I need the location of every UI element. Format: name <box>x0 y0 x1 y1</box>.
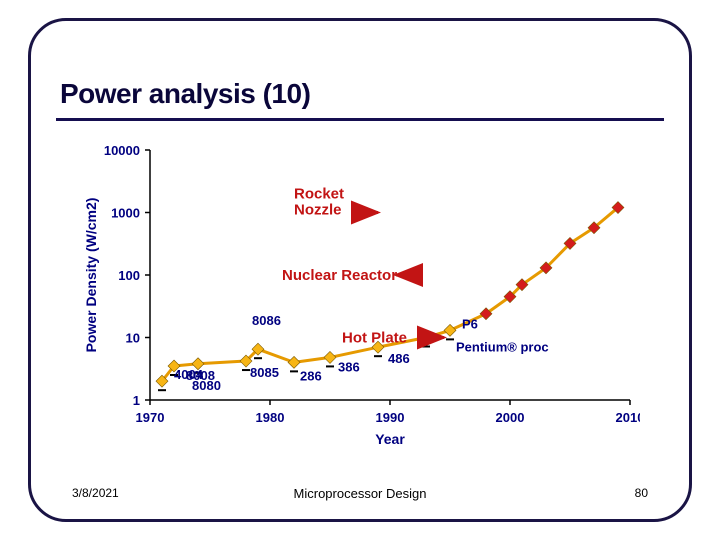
svg-text:2010: 2010 <box>616 410 640 425</box>
svg-text:8080: 8080 <box>192 378 221 393</box>
footer-title: Microprocessor Design <box>0 486 720 501</box>
svg-text:100: 100 <box>118 268 140 283</box>
svg-text:8085: 8085 <box>250 365 279 380</box>
title-underline <box>56 118 664 121</box>
svg-text:10: 10 <box>126 331 140 346</box>
slide-title: Power analysis (10) <box>60 78 310 110</box>
svg-text:1000: 1000 <box>111 206 140 221</box>
svg-text:2000: 2000 <box>496 410 525 425</box>
svg-text:486: 486 <box>388 351 410 366</box>
svg-text:Hot Plate: Hot Plate <box>342 330 407 347</box>
svg-text:8086: 8086 <box>252 313 281 328</box>
footer: 3/8/2021 Microprocessor Design 80 <box>0 486 720 506</box>
svg-text:1: 1 <box>133 393 140 408</box>
power-density-chart: 1 10 100 1000 10000 1970 1980 1990 2000 2010 Year P… <box>80 140 640 450</box>
svg-text:Nozzle: Nozzle <box>294 202 342 219</box>
slide: Power analysis (10) 11010010001000019701… <box>0 0 720 540</box>
svg-text:1990: 1990 <box>376 410 405 425</box>
svg-text:1970: 1970 <box>136 410 165 425</box>
svg-text:Year: Year <box>375 431 405 447</box>
svg-text:Pentium® proc: Pentium® proc <box>456 340 549 355</box>
svg-text:Power Density (W/cm2): Power Density (W/cm2) <box>83 198 99 353</box>
svg-text:386: 386 <box>338 359 360 374</box>
chart-svg: 1 10 100 1000 10000 1970 1980 1990 2000 2010 Year P… <box>80 140 640 450</box>
svg-text:286: 286 <box>300 368 322 383</box>
svg-text:P6: P6 <box>462 316 478 331</box>
svg-text:10000: 10000 <box>104 143 140 158</box>
svg-text:Rocket: Rocket <box>294 186 344 203</box>
svg-text:Nuclear Reactor: Nuclear Reactor <box>282 267 397 284</box>
footer-page: 80 <box>635 486 648 500</box>
svg-text:1980: 1980 <box>256 410 285 425</box>
